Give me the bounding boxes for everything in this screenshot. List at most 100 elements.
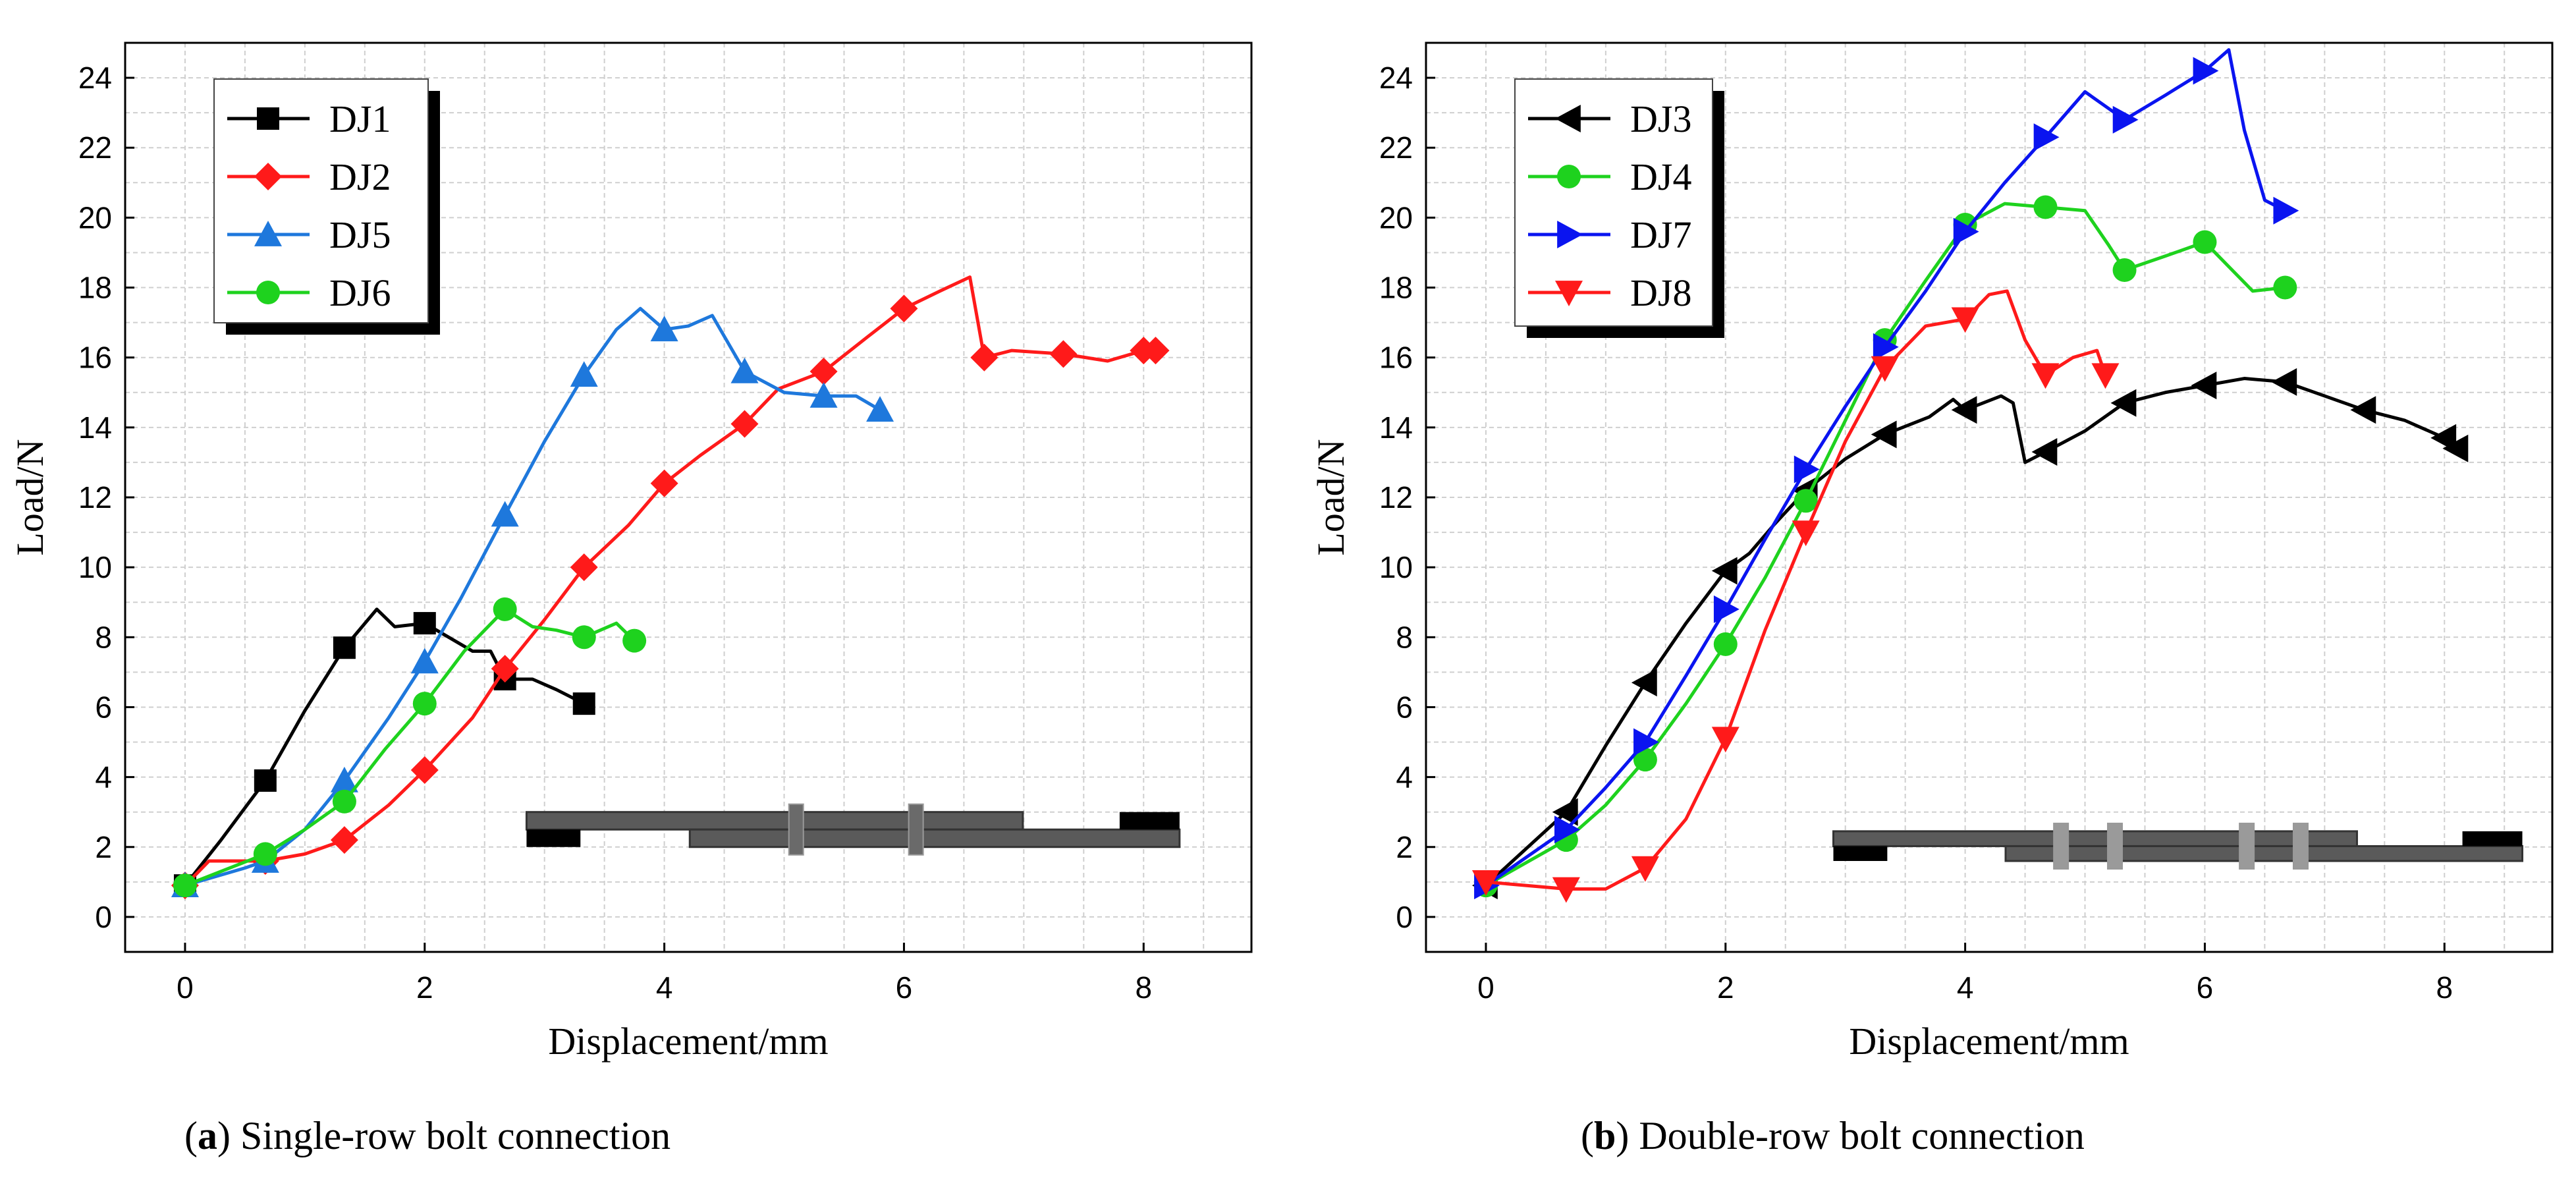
left-clamp [526,829,581,847]
bolt [788,803,804,856]
data-point-dj4 [1633,748,1657,772]
data-point-dj4 [2273,275,2297,300]
y-tick-label: 22 [1379,130,1413,165]
data-point-dj2 [1049,340,1078,368]
data-point-dj7 [1794,455,1820,484]
series-line-dj2 [184,275,1156,887]
caption-b-text: Double-row bolt connection [1639,1114,2085,1157]
data-point-dj6 [412,692,437,716]
data-point-dj3 [2442,434,2469,462]
legend-label: DJ3 [1630,97,1691,140]
data-point-dj3 [2110,389,2137,417]
data-point-dj8 [1871,356,1899,382]
series-line-dj3 [1485,377,2458,887]
data-point-dj7 [1953,217,1979,246]
data-point-dj6 [622,628,647,653]
data-point-dj3 [2271,368,2297,396]
y-tick-label: 8 [1396,620,1413,654]
legend-marker [1557,165,1581,188]
y-tick-label: 2 [95,830,112,864]
series-line-dj7 [1485,48,2286,887]
legend-label: DJ1 [329,97,391,140]
x-tick-label: 2 [1717,970,1734,1005]
data-point-dj4 [1713,632,1738,656]
data-point-dj8 [1792,520,1820,547]
data-point-dj5 [570,361,598,387]
series-dj8 [1471,289,2120,903]
data-point-dj1 [254,769,277,792]
series-dj6 [173,597,647,898]
data-point-dj6 [493,597,517,621]
y-tick-label: 16 [1379,341,1413,375]
y-tick-label: 0 [95,900,112,934]
data-point-dj8 [1552,877,1580,903]
y-tick-label: 10 [78,550,112,584]
caption-a-letter: a [197,1114,217,1157]
y-tick-label: 6 [1396,690,1413,724]
data-point-dj2 [1141,337,1170,365]
y-tick-label: 24 [78,61,112,95]
y-tick-label: 18 [1379,271,1413,305]
x-axis-label: Displacement/mm [548,1020,828,1063]
data-point-dj7 [2033,123,2060,152]
caption-b: (b) Double-row bolt connection [1581,1114,2085,1157]
x-tick-label: 6 [2197,970,2214,1005]
series-line-dj4 [1485,202,2286,887]
right-clamp [1119,812,1180,830]
specimen-schematic [1832,822,2524,870]
y-tick-label: 20 [1379,200,1413,235]
caption-a-text: Single-row bolt connection [240,1114,671,1157]
data-point-dj5 [650,316,678,342]
lower-plate [2004,845,2524,862]
legend-marker [1557,221,1583,248]
legend-item-dj3: DJ3 [1528,97,1691,140]
data-point-dj5 [491,501,519,527]
data-point-dj2 [330,826,358,854]
y-tick-label: 4 [1396,760,1413,794]
data-point-dj5 [809,382,838,408]
bolt [2053,822,2069,870]
y-axis-label: Load/N [9,439,51,555]
y-tick-label: 10 [1379,550,1413,584]
bolt [2239,822,2255,870]
data-point-dj7 [1554,816,1580,844]
chart-panel-a: 0 2 4 6 8024681012141618202224Displacement/m… [9,42,1253,1063]
legend-label: DJ7 [1630,213,1691,256]
legend-box [1514,78,1713,327]
data-point-dj6 [572,625,596,650]
y-tick-label: 14 [78,410,112,445]
legend-marker [257,107,279,130]
data-point-dj8 [1711,727,1740,753]
chart-panel-b: 0 2 4 6 8024681012141618202224Displacement/m… [1309,42,2554,1063]
y-tick-label: 8 [95,620,112,654]
data-point-dj3 [1552,798,1578,826]
data-point-dj3 [1951,396,1977,424]
data-point-dj3 [1631,669,1657,697]
legend-item-dj2: DJ2 [227,155,391,198]
caption-a: (a) Single-row bolt connection [184,1114,671,1157]
legend-item-dj8: DJ8 [1528,271,1691,314]
bolt [2107,822,2124,870]
y-tick-label: 18 [78,271,112,305]
right-clamp [2462,831,2523,846]
x-tick-label: 4 [656,970,673,1005]
data-point-dj5 [410,648,439,674]
y-axis-label: Load/N [1309,439,1352,555]
legend-label: DJ8 [1630,271,1691,314]
y-tick-label: 22 [78,130,112,165]
upper-plate [1832,830,2358,847]
data-point-dj6 [253,842,277,866]
data-point-dj4 [2193,230,2217,254]
legend-label: DJ4 [1630,155,1691,198]
data-point-dj8 [1471,870,1500,896]
caption-b-letter: b [1593,1114,1616,1157]
x-tick-label: 2 [416,970,433,1005]
data-point-dj7 [1873,333,1899,361]
data-point-dj2 [809,357,838,385]
data-point-dj5 [330,766,358,792]
data-point-dj2 [570,553,598,582]
data-point-dj7 [2193,57,2219,85]
